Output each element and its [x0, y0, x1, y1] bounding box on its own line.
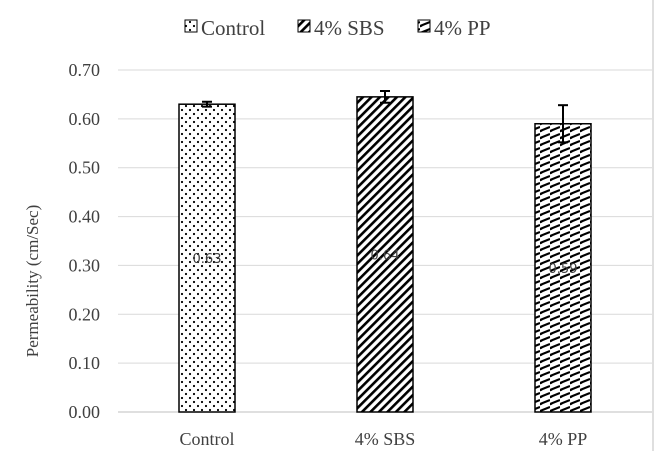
legend-label: Control: [201, 16, 265, 40]
legend-label: 4% PP: [434, 16, 491, 40]
y-axis-ticks: 0.00 0.10 0.20 0.30 0.40 0.50 0.60 0.70: [69, 60, 101, 422]
y-tick-label: 0.50: [69, 158, 101, 178]
x-axis-categories: Control 4% SBS 4% PP: [179, 429, 587, 449]
legend-swatch: [417, 19, 431, 33]
legend-swatch: [297, 19, 311, 33]
y-tick-label: 0.30: [69, 255, 101, 275]
x-category-label: 4% SBS: [355, 429, 416, 449]
x-category-label: 4% PP: [539, 429, 588, 449]
y-tick-label: 0.10: [69, 353, 101, 373]
bar-control: [178, 103, 236, 413]
y-axis-title: Permeability (cm/Sec): [23, 205, 42, 357]
data-label: 0.59: [549, 262, 578, 277]
y-tick-label: 0.00: [69, 402, 101, 422]
data-label: 0.63: [193, 252, 222, 267]
bars: [178, 96, 592, 413]
x-category-label: Control: [179, 429, 234, 449]
bar-4-sbs: [356, 96, 414, 413]
legend-swatch: [184, 19, 198, 33]
error-bars: [202, 90, 568, 144]
y-tick-label: 0.60: [69, 109, 101, 129]
y-tick-label: 0.20: [69, 304, 101, 324]
data-label: 0.64: [371, 248, 400, 263]
bar-4-pp: [534, 122, 592, 413]
data-labels: 0.63 0.64 0.59: [193, 248, 578, 276]
y-tick-label: 0.40: [69, 207, 101, 227]
legend: Control 4% SBS 4% PP: [184, 16, 491, 40]
legend-label: 4% SBS: [314, 16, 385, 40]
y-tick-label: 0.70: [69, 60, 101, 80]
